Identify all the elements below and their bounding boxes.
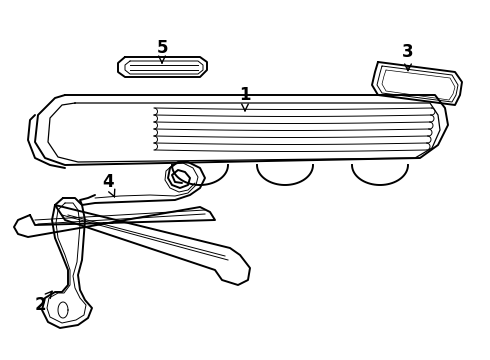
Text: 1: 1	[239, 86, 251, 111]
Text: 3: 3	[402, 43, 414, 71]
Text: 5: 5	[156, 39, 168, 63]
Text: 4: 4	[102, 173, 115, 197]
Text: 2: 2	[34, 291, 52, 314]
